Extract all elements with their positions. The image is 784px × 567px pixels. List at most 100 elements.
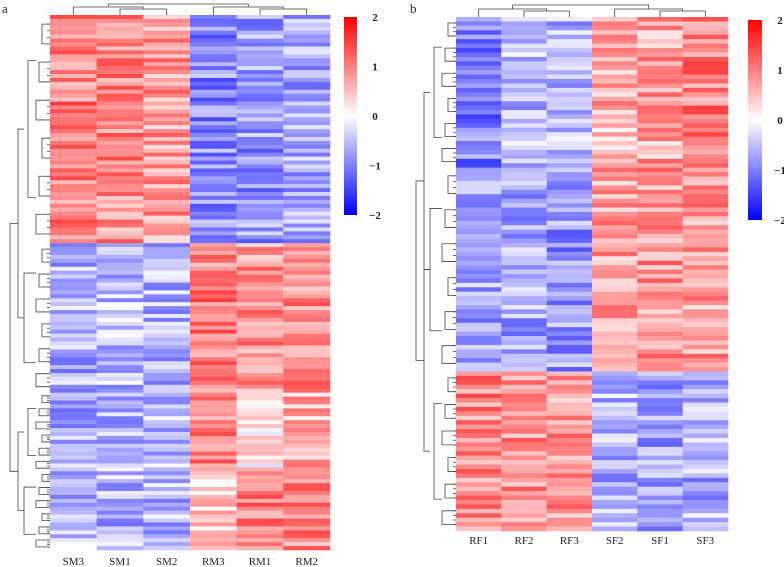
heatmap-cell <box>637 52 683 58</box>
heatmap-cell <box>96 215 144 220</box>
heatmap-cell <box>592 300 638 306</box>
heatmap-cell <box>682 48 729 53</box>
heatmap-cell <box>96 439 144 445</box>
heatmap-cell <box>501 491 547 496</box>
heatmap-cell <box>236 192 284 197</box>
heatmap-cell <box>190 369 237 374</box>
heatmap-cell <box>546 499 593 505</box>
heatmap-cell <box>143 176 191 181</box>
heatmap-cell <box>283 420 331 425</box>
heatmap-cell <box>501 305 547 310</box>
heatmap-cell <box>637 265 683 270</box>
column-dendrogram-b <box>478 4 706 17</box>
heatmap-cell <box>50 408 97 413</box>
heatmap-cell <box>50 215 97 220</box>
heatmap-cell <box>592 353 638 359</box>
dendrogram-branch <box>72 6 144 15</box>
heatmap-cell <box>50 302 97 307</box>
heatmap-cell <box>190 313 237 319</box>
heatmap-cell <box>682 473 729 479</box>
heatmap-cell <box>190 526 237 531</box>
heatmap-cell <box>236 376 284 382</box>
heatmap-cell <box>456 132 502 137</box>
heatmap-cell <box>143 424 191 429</box>
heatmap-cell <box>682 327 729 332</box>
heatmap-cell <box>190 435 237 441</box>
heatmap-cell <box>96 341 144 346</box>
heatmap-cell <box>283 30 331 35</box>
heatmap-cell <box>682 43 729 49</box>
heatmap-cell <box>50 396 97 401</box>
heatmap-cell <box>283 74 331 79</box>
dendrogram-branch <box>441 510 456 526</box>
heatmap-cell <box>96 164 144 169</box>
heatmap-cell <box>456 56 502 62</box>
heatmap-cell <box>637 105 683 111</box>
heatmap-cell <box>50 506 97 511</box>
heatmap-cell <box>96 125 144 130</box>
heatmap-cell <box>96 207 144 212</box>
heatmap-cell <box>592 305 638 310</box>
heatmap-cell <box>190 286 237 291</box>
dendrogram-branch <box>38 487 50 495</box>
heatmap-cell <box>236 26 284 32</box>
heatmap-cell <box>50 510 97 515</box>
heatmap-cell <box>236 97 284 102</box>
column-label: RF3 <box>560 535 579 547</box>
heatmap-cell <box>96 294 144 299</box>
heatmap-cell <box>682 296 729 301</box>
heatmap-cell <box>96 70 144 75</box>
heatmap-cell <box>190 105 237 110</box>
heatmap-cell <box>501 522 547 527</box>
heatmap-cell <box>190 502 237 508</box>
heatmap-cell <box>592 473 638 479</box>
heatmap-cell <box>682 402 729 408</box>
heatmap-cell <box>236 30 284 35</box>
heatmap-cell <box>190 195 237 201</box>
heatmap-cell <box>143 546 191 551</box>
heatmap-cell <box>143 404 191 409</box>
heatmap-cell <box>143 121 191 126</box>
heatmap-cell <box>546 242 593 248</box>
heatmap-cell <box>637 242 683 248</box>
heatmap-cell <box>50 89 97 94</box>
heatmap-cell <box>283 231 331 236</box>
heatmap-cell <box>682 65 729 71</box>
heatmap-cell <box>283 459 331 464</box>
heatmap-cell <box>592 446 638 452</box>
heatmap-cell <box>637 127 683 133</box>
heatmap-cell <box>501 167 547 173</box>
heatmap-cell <box>96 129 144 134</box>
heatmap-cell <box>283 294 331 299</box>
heatmap-cell <box>283 317 331 323</box>
column-label: RF2 <box>515 535 534 547</box>
heatmap-cell <box>96 38 144 43</box>
heatmap-cell <box>592 420 638 425</box>
heatmap-cell <box>592 384 638 390</box>
heatmap-cell <box>637 336 683 341</box>
heatmap-cell <box>592 79 638 84</box>
heatmap-cell <box>456 291 502 297</box>
dendrogram-branch <box>35 99 50 121</box>
heatmap-cell <box>236 254 284 260</box>
heatmap-cell <box>682 455 729 461</box>
heatmap-cell <box>143 156 191 161</box>
dendrogram-branch <box>27 407 36 456</box>
heatmap-cell <box>236 184 284 189</box>
heatmap-cell <box>190 325 237 330</box>
heatmap-cell <box>501 460 547 465</box>
heatmap-cell <box>637 340 683 346</box>
heatmap-cell <box>637 225 683 230</box>
heatmap-cell <box>283 136 331 142</box>
heatmap-cell <box>236 251 284 256</box>
heatmap-cell <box>190 298 237 303</box>
heatmap-cell <box>283 176 331 181</box>
heatmap-cell <box>682 508 729 514</box>
heatmap-cell <box>682 522 729 527</box>
heatmap-cell <box>456 61 502 67</box>
heatmap-cell <box>546 344 593 350</box>
heatmap-cell <box>456 313 502 319</box>
heatmap-cell <box>143 207 191 212</box>
colorbar-tick-label: −2 <box>774 215 784 227</box>
heatmap-cell <box>96 278 144 283</box>
